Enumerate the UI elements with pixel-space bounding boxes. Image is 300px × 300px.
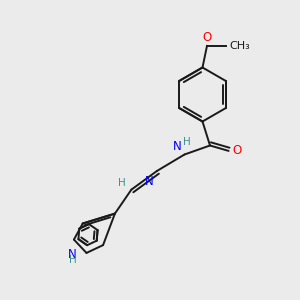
Text: N: N [173, 140, 182, 153]
Text: N: N [68, 248, 77, 261]
Text: O: O [233, 144, 242, 158]
Text: H: H [118, 178, 126, 188]
Text: N: N [145, 175, 154, 188]
Text: H: H [183, 137, 191, 147]
Text: O: O [202, 32, 211, 44]
Text: CH₃: CH₃ [229, 41, 250, 51]
Text: H: H [69, 255, 76, 265]
